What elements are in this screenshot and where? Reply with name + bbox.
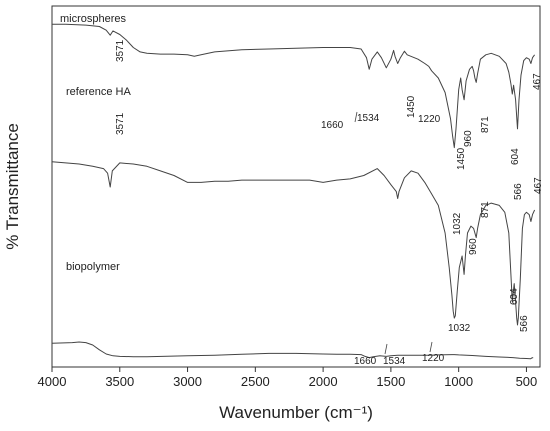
x-tick-label: 2000 (309, 374, 338, 389)
annotation-label: 1450 (456, 147, 467, 170)
annotation-label: reference HA (66, 86, 131, 98)
spectra-lines (51, 23, 536, 360)
annotation-label: 1032 (448, 323, 471, 334)
annotation-label: 604 (510, 148, 521, 165)
x-axis-title: Wavenumber (cm⁻¹) (219, 403, 373, 422)
annotation-label: biopolymer (66, 261, 120, 273)
annotation-label: 566 (513, 183, 524, 200)
annotations: microspheres3571166015341450122096087160… (60, 13, 544, 367)
annotation-leader (429, 341, 433, 353)
x-tick-label: 1000 (444, 374, 473, 389)
annotation-label: 871 (480, 201, 491, 218)
plot-frame (51, 5, 541, 368)
annotation-label: 3571 (115, 112, 126, 135)
annotation-label: 1220 (422, 353, 445, 364)
x-tick-label: 3000 (173, 374, 202, 389)
annotation-leaders (354, 111, 433, 355)
annotation-label: 1534 (383, 356, 406, 367)
annotation-label: 871 (480, 116, 491, 133)
x-tick-label: 4000 (38, 374, 67, 389)
x-tick-label: 2500 (241, 374, 270, 389)
x-tick-label: 1500 (376, 374, 405, 389)
annotation-label: microspheres (60, 13, 127, 25)
annotation-label: 1660 (354, 356, 377, 367)
annotation-label: 3571 (115, 39, 126, 62)
annotation-label: 960 (468, 238, 479, 255)
annotation-label: 604 (509, 288, 520, 305)
x-tick-label: 3500 (105, 374, 134, 389)
annotation-leader (354, 111, 358, 123)
annotation-leader (384, 343, 388, 355)
annotation-label: 467 (533, 177, 544, 194)
annotation-label: 1660 (321, 120, 344, 131)
series-line-biopolymer (51, 341, 534, 360)
series-line-reference-ha (51, 161, 536, 326)
annotation-label: 1450 (406, 95, 417, 118)
series-line-microspheres (52, 23, 536, 149)
annotation-label: 1032 (452, 212, 463, 235)
x-axis-ticks: 4000 3500 3000 2500 2000 1500 1000 500 (38, 367, 538, 389)
annotation-label: 1534 (357, 113, 380, 124)
y-axis-title: % Transmittance (3, 123, 22, 250)
x-tick-label: 500 (516, 374, 538, 389)
annotation-label: 1220 (418, 114, 441, 125)
annotation-label: 960 (463, 130, 474, 147)
annotation-label: 467 (532, 73, 543, 90)
annotation-label: 566 (519, 315, 530, 332)
